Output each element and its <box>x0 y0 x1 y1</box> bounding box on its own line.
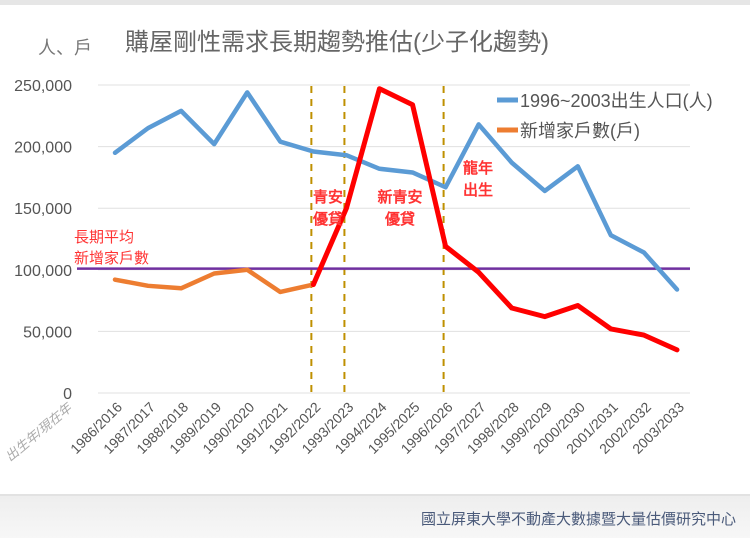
annotation-label: 出生 <box>463 181 493 199</box>
y-axis-label: 人、戶 <box>38 38 92 58</box>
y-tick-label: 100,000 <box>14 263 72 280</box>
series-line <box>310 86 680 353</box>
y-tick-label: 50,000 <box>23 324 72 341</box>
reference-line-label: 新增家戶數 <box>74 250 149 267</box>
legend-label: 新增家戶數(戶) <box>520 121 640 141</box>
y-tick-label: 150,000 <box>14 201 72 218</box>
annotation-label: 青安 <box>313 188 343 206</box>
annotation-label: 龍年 <box>463 159 493 177</box>
legend-label: 1996~2003出生人口(人) <box>520 91 713 111</box>
annotation-label: 優貸 <box>312 210 343 228</box>
y-tick-label: 200,000 <box>14 140 72 157</box>
series-line <box>112 267 316 295</box>
y-tick-label: 250,000 <box>14 78 72 95</box>
y-tick-label: 0 <box>63 386 72 403</box>
top-band <box>0 0 750 5</box>
annotation-label: 新青安 <box>377 188 422 206</box>
footer-text: 國立屏東大學不動產大數據暨大量估價研究中心 <box>420 511 736 528</box>
footer: 國立屏東大學不動產大數據暨大量估價研究中心 <box>0 494 750 538</box>
annotation-label: 優貸 <box>384 210 415 228</box>
series-line <box>112 90 680 292</box>
reference-line-label: 長期平均 <box>74 229 134 246</box>
x-axis-label: 出生年/現在年 <box>2 399 76 464</box>
chart-title: 購屋剛性需求長期趨勢推估(少子化趨勢) <box>125 29 549 56</box>
